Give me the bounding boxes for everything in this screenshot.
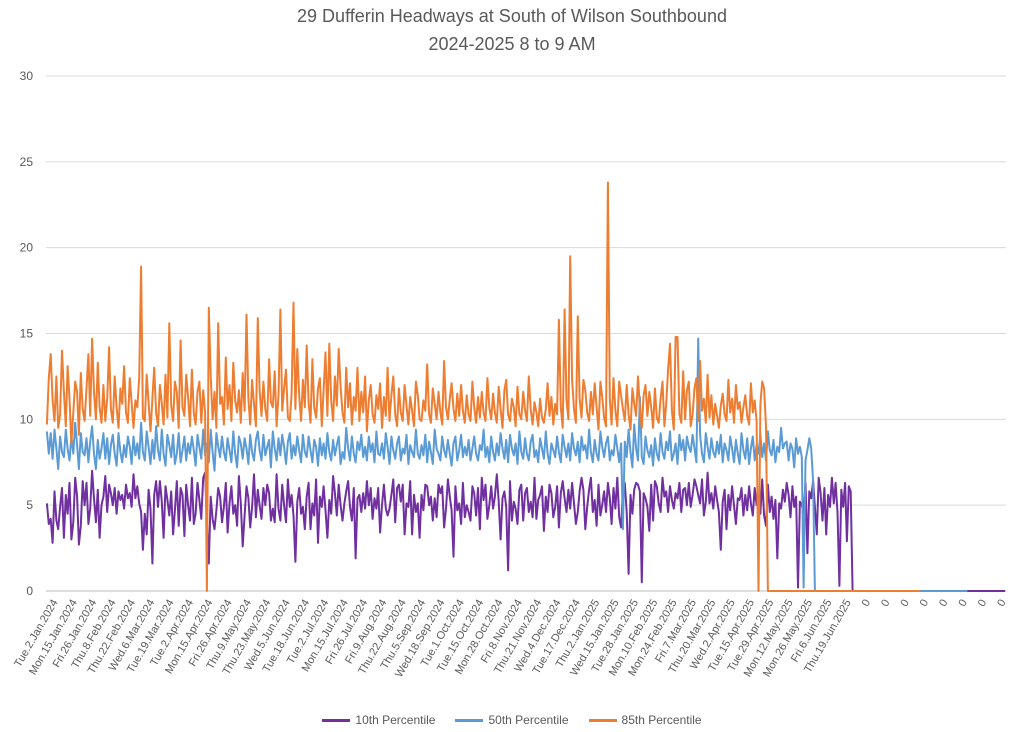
series-line-10th-percentile [45, 469, 1006, 592]
chart-subtitle: 2024-2025 8 to 9 AM [428, 34, 596, 54]
y-tick-label: 15 [20, 327, 34, 341]
y-tick-label: 20 [20, 241, 34, 255]
legend-swatch [588, 719, 617, 723]
legend-label: 10th Percentile [355, 713, 436, 727]
y-tick-label: 25 [20, 155, 34, 169]
legend-label: 85th Percentile [621, 713, 702, 727]
x-tick-label: 0 [898, 598, 911, 609]
x-tick-label: 0 [995, 598, 1008, 609]
legend-item: 85th Percentile [588, 713, 702, 727]
legend-item: 10th Percentile [322, 713, 435, 727]
legend-label: 50th Percentile [488, 713, 569, 727]
legend: 10th Percentile 50th Percentile 85th Perce… [0, 713, 1024, 727]
series-line-50th-percentile [45, 337, 968, 592]
y-tick-label: 0 [26, 584, 33, 598]
legend-item: 50th Percentile [455, 713, 569, 727]
y-tick-label: 10 [20, 412, 34, 426]
x-tick-label: 0 [918, 598, 931, 609]
y-tick-label: 5 [26, 498, 33, 512]
chart-title: 29 Dufferin Headways at South of Wilson … [297, 6, 727, 26]
legend-swatch [322, 719, 351, 723]
x-tick-label: 0 [860, 598, 873, 609]
x-tick-label: 0 [879, 598, 892, 609]
series-line-85th-percentile [45, 181, 921, 592]
y-tick-label: 30 [20, 69, 34, 83]
x-tick-label: 0 [956, 598, 969, 609]
x-tick-label: 0 [976, 598, 989, 609]
x-tick-label: 0 [937, 598, 950, 609]
legend-swatch [455, 719, 484, 723]
